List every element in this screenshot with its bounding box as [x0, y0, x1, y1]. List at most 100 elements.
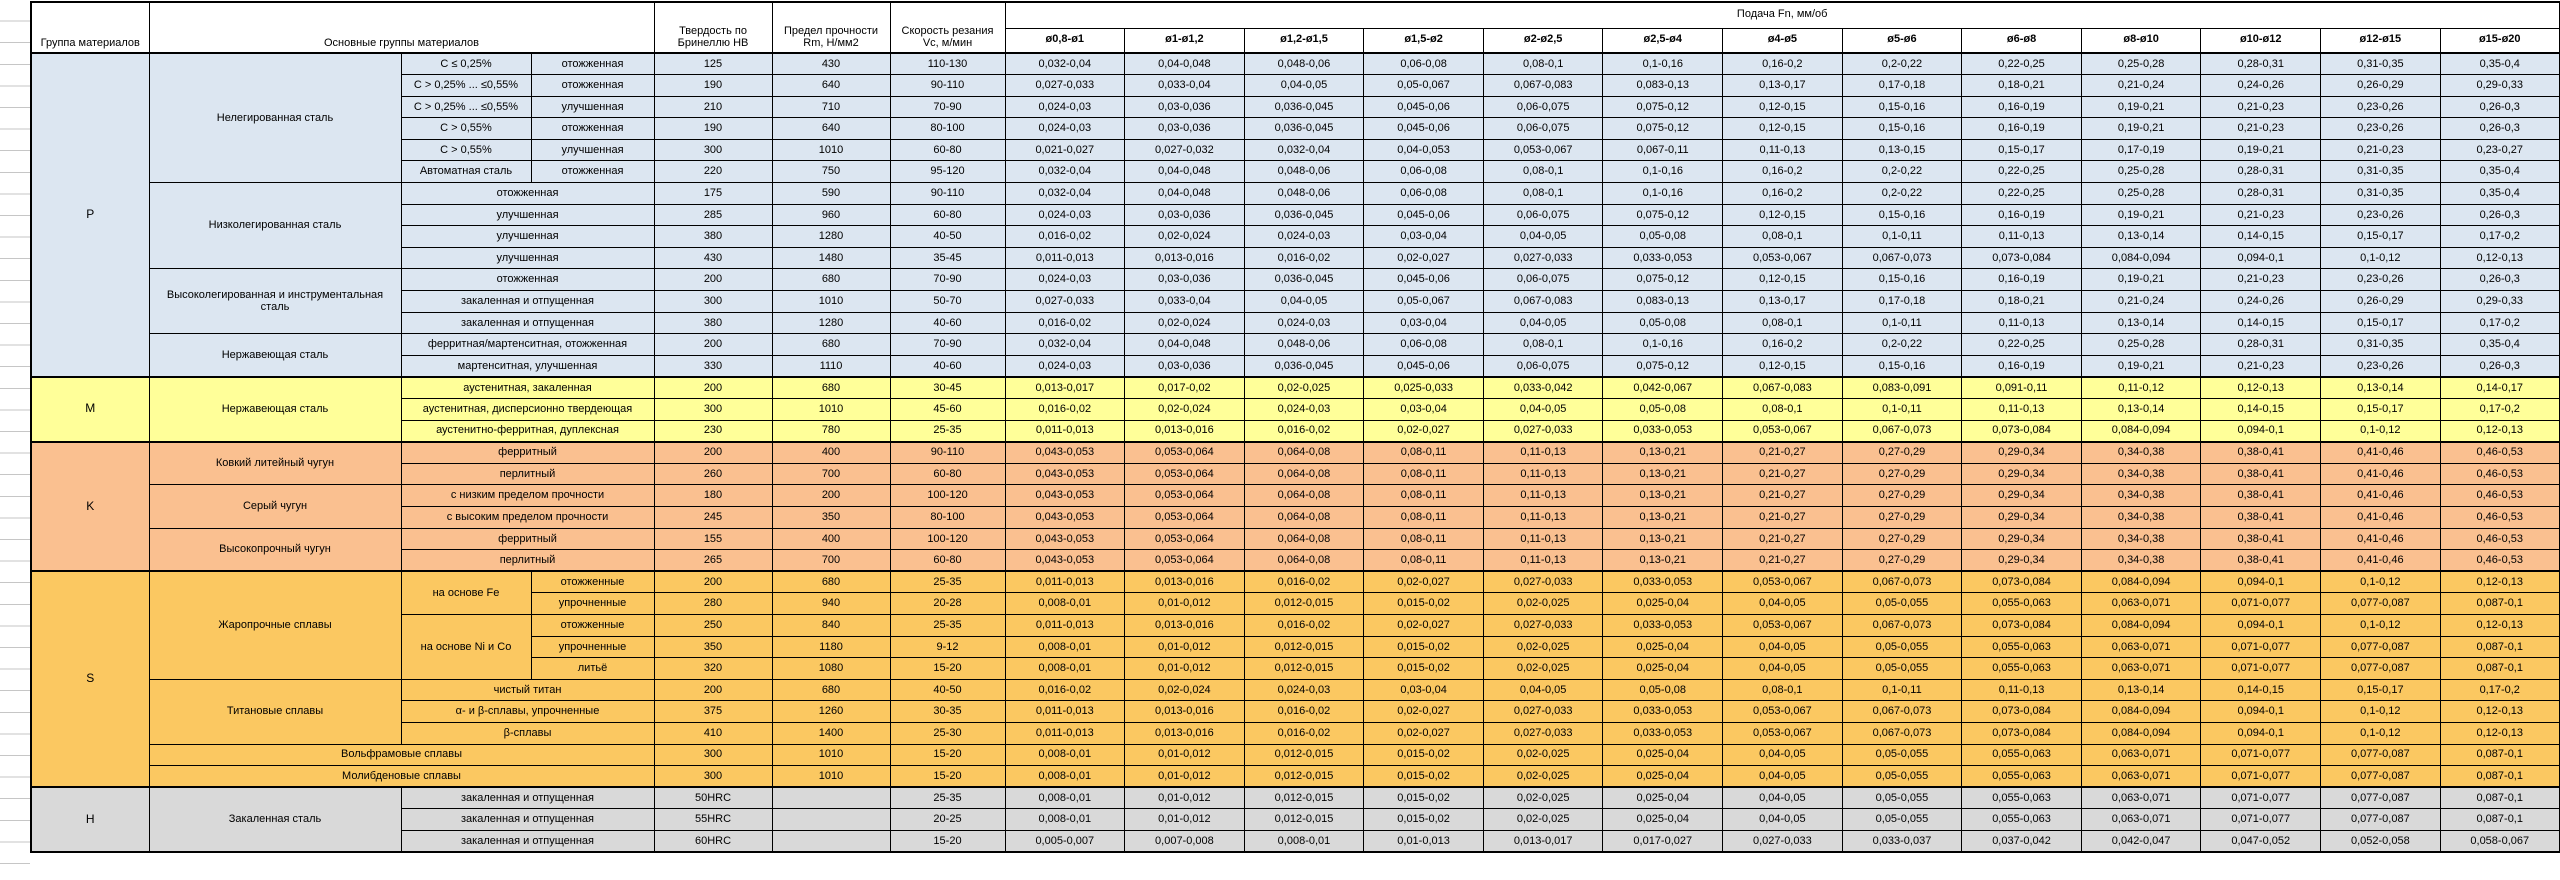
hardness-cell[interactable]: 300 — [653, 290, 773, 313]
feed-cell[interactable]: 0,22-0,25 — [1961, 52, 2082, 76]
feed-cell[interactable]: 0,12-0,15 — [1722, 268, 1843, 292]
feed-cell[interactable]: 0,1-0,11 — [1841, 678, 1963, 702]
feed-cell[interactable]: 0,14-0,15 — [2200, 398, 2322, 421]
material-label-cell[interactable]: Жаропрочные сплавы — [148, 570, 402, 680]
feed-cell[interactable]: 0,02-0,025 — [1482, 808, 1604, 831]
header-diameter-range[interactable]: ø8-ø10 — [2080, 27, 2202, 54]
speed-cell[interactable]: 40-60 — [889, 354, 1006, 378]
strength-cell[interactable]: 710 — [771, 95, 891, 119]
feed-cell[interactable]: 0,34-0,38 — [2080, 505, 2202, 529]
feed-cell[interactable]: 0,03-0,036 — [1124, 268, 1245, 292]
feed-cell[interactable]: 0,012-0,015 — [1243, 592, 1365, 615]
feed-cell[interactable]: 0,042-0,067 — [1602, 375, 1724, 399]
feed-cell[interactable]: 0,25-0,28 — [2080, 182, 2202, 205]
header-diameter-range[interactable]: ø2,5-ø4 — [1602, 27, 1724, 54]
hardness-cell[interactable]: 125 — [653, 52, 773, 76]
feed-cell[interactable]: 0,033-0,037 — [1841, 829, 1963, 853]
feed-cell[interactable]: 0,067-0,073 — [1841, 721, 1963, 745]
feed-cell[interactable]: 0,29-0,33 — [2439, 74, 2560, 97]
feed-cell[interactable]: 0,071-0,077 — [2200, 786, 2322, 810]
feed-cell[interactable]: 0,41-0,46 — [2320, 549, 2441, 572]
feed-cell[interactable]: 0,063-0,071 — [2080, 592, 2202, 615]
feed-cell[interactable]: 0,13-0,21 — [1602, 505, 1724, 529]
feed-cell[interactable]: 0,01-0,013 — [1363, 829, 1484, 853]
material-label-cell[interactable]: ферритная/мартенситная, отожженная — [400, 333, 655, 356]
feed-cell[interactable]: 0,04-0,05 — [1722, 635, 1843, 659]
strength-cell[interactable]: 590 — [771, 182, 891, 205]
feed-cell[interactable]: 0,19-0,21 — [2080, 117, 2202, 140]
speed-cell[interactable]: 100-120 — [889, 527, 1006, 551]
feed-cell[interactable]: 0,03-0,036 — [1124, 354, 1245, 378]
feed-cell[interactable]: 0,18-0,21 — [1961, 74, 2082, 97]
header-diameter-range[interactable]: ø1-ø1,2 — [1124, 27, 1245, 54]
feed-cell[interactable]: 0,08-0,11 — [1363, 440, 1484, 464]
feed-cell[interactable]: 0,055-0,063 — [1961, 765, 2082, 788]
feed-cell[interactable]: 0,024-0,03 — [1004, 268, 1126, 292]
feed-cell[interactable]: 0,08-0,1 — [1482, 333, 1604, 356]
feed-cell[interactable]: 0,016-0,02 — [1004, 398, 1126, 421]
feed-cell[interactable]: 0,02-0,027 — [1363, 419, 1484, 443]
feed-cell[interactable]: 0,12-0,13 — [2439, 613, 2560, 637]
feed-cell[interactable]: 0,008-0,01 — [1243, 829, 1365, 853]
feed-cell[interactable]: 0,29-0,34 — [1961, 505, 2082, 529]
feed-cell[interactable]: 0,13-0,14 — [2080, 398, 2202, 421]
feed-cell[interactable]: 0,032-0,04 — [1004, 52, 1126, 76]
feed-cell[interactable]: 0,075-0,12 — [1602, 117, 1724, 140]
feed-cell[interactable]: 0,073-0,084 — [1961, 570, 2082, 594]
feed-cell[interactable]: 0,08-0,1 — [1482, 182, 1604, 205]
hardness-cell[interactable]: 375 — [653, 700, 773, 723]
feed-cell[interactable]: 0,15-0,17 — [2320, 311, 2441, 335]
feed-cell[interactable]: 0,16-0,19 — [1961, 117, 2082, 140]
feed-cell[interactable]: 0,01-0,012 — [1124, 592, 1245, 615]
feed-cell[interactable]: 0,1-0,11 — [1841, 311, 1963, 335]
feed-cell[interactable]: 0,21-0,23 — [2200, 203, 2322, 227]
feed-cell[interactable]: 0,02-0,025 — [1482, 743, 1604, 767]
material-label-cell[interactable]: аустенитно-ферритная, дуплексная — [400, 419, 655, 443]
feed-cell[interactable]: 0,043-0,053 — [1004, 440, 1126, 464]
feed-cell[interactable]: 0,02-0,025 — [1482, 635, 1604, 659]
feed-cell[interactable]: 0,011-0,013 — [1004, 419, 1126, 443]
group-letter-cell[interactable]: P — [30, 52, 150, 378]
feed-cell[interactable]: 0,14-0,15 — [2200, 678, 2322, 702]
strength-cell[interactable]: 700 — [771, 462, 891, 486]
feed-cell[interactable]: 0,21-0,27 — [1722, 484, 1843, 507]
feed-cell[interactable]: 0,048-0,06 — [1243, 333, 1365, 356]
feed-cell[interactable]: 0,14-0,15 — [2200, 311, 2322, 335]
hardness-cell[interactable]: 410 — [653, 721, 773, 745]
feed-cell[interactable]: 0,2-0,22 — [1841, 182, 1963, 205]
feed-cell[interactable]: 0,26-0,29 — [2320, 290, 2441, 313]
feed-cell[interactable]: 0,06-0,075 — [1482, 268, 1604, 292]
feed-cell[interactable]: 0,12-0,13 — [2439, 419, 2560, 443]
feed-cell[interactable]: 0,073-0,084 — [1961, 613, 2082, 637]
feed-cell[interactable]: 0,008-0,01 — [1004, 635, 1126, 659]
speed-cell[interactable]: 25-35 — [889, 613, 1006, 637]
feed-cell[interactable]: 0,008-0,01 — [1004, 592, 1126, 615]
feed-cell[interactable]: 0,35-0,4 — [2439, 52, 2560, 76]
feed-cell[interactable]: 0,1-0,11 — [1841, 398, 1963, 421]
speed-cell[interactable]: 50-70 — [889, 290, 1006, 313]
speed-cell[interactable]: 110-130 — [889, 52, 1006, 76]
strength-cell[interactable]: 680 — [771, 268, 891, 292]
strength-cell[interactable]: 1010 — [771, 765, 891, 788]
feed-cell[interactable]: 0,27-0,29 — [1841, 549, 1963, 572]
feed-cell[interactable]: 0,084-0,094 — [2080, 246, 2202, 270]
material-label-cell[interactable]: упрочненные — [530, 592, 655, 615]
feed-cell[interactable]: 0,02-0,027 — [1363, 721, 1484, 745]
feed-cell[interactable]: 0,04-0,05 — [1243, 290, 1365, 313]
feed-cell[interactable]: 0,084-0,094 — [2080, 570, 2202, 594]
feed-cell[interactable]: 0,021-0,027 — [1004, 138, 1126, 162]
feed-cell[interactable]: 0,077-0,087 — [2320, 786, 2441, 810]
strength-cell[interactable]: 1480 — [771, 246, 891, 270]
feed-cell[interactable]: 0,052-0,058 — [2320, 829, 2441, 853]
feed-cell[interactable]: 0,06-0,08 — [1363, 182, 1484, 205]
feed-cell[interactable]: 0,03-0,036 — [1124, 117, 1245, 140]
group-letter-cell[interactable]: S — [30, 570, 150, 788]
feed-cell[interactable]: 0,1-0,12 — [2320, 613, 2441, 637]
feed-cell[interactable]: 0,01-0,012 — [1124, 786, 1245, 810]
material-label-cell[interactable]: Титановые сплавы — [148, 678, 402, 745]
feed-cell[interactable]: 0,11-0,13 — [1961, 678, 2082, 702]
feed-cell[interactable]: 0,013-0,016 — [1124, 419, 1245, 443]
hardness-cell[interactable]: 210 — [653, 95, 773, 119]
material-label-cell[interactable]: чистый титан — [400, 678, 655, 702]
strength-cell[interactable] — [771, 808, 891, 831]
